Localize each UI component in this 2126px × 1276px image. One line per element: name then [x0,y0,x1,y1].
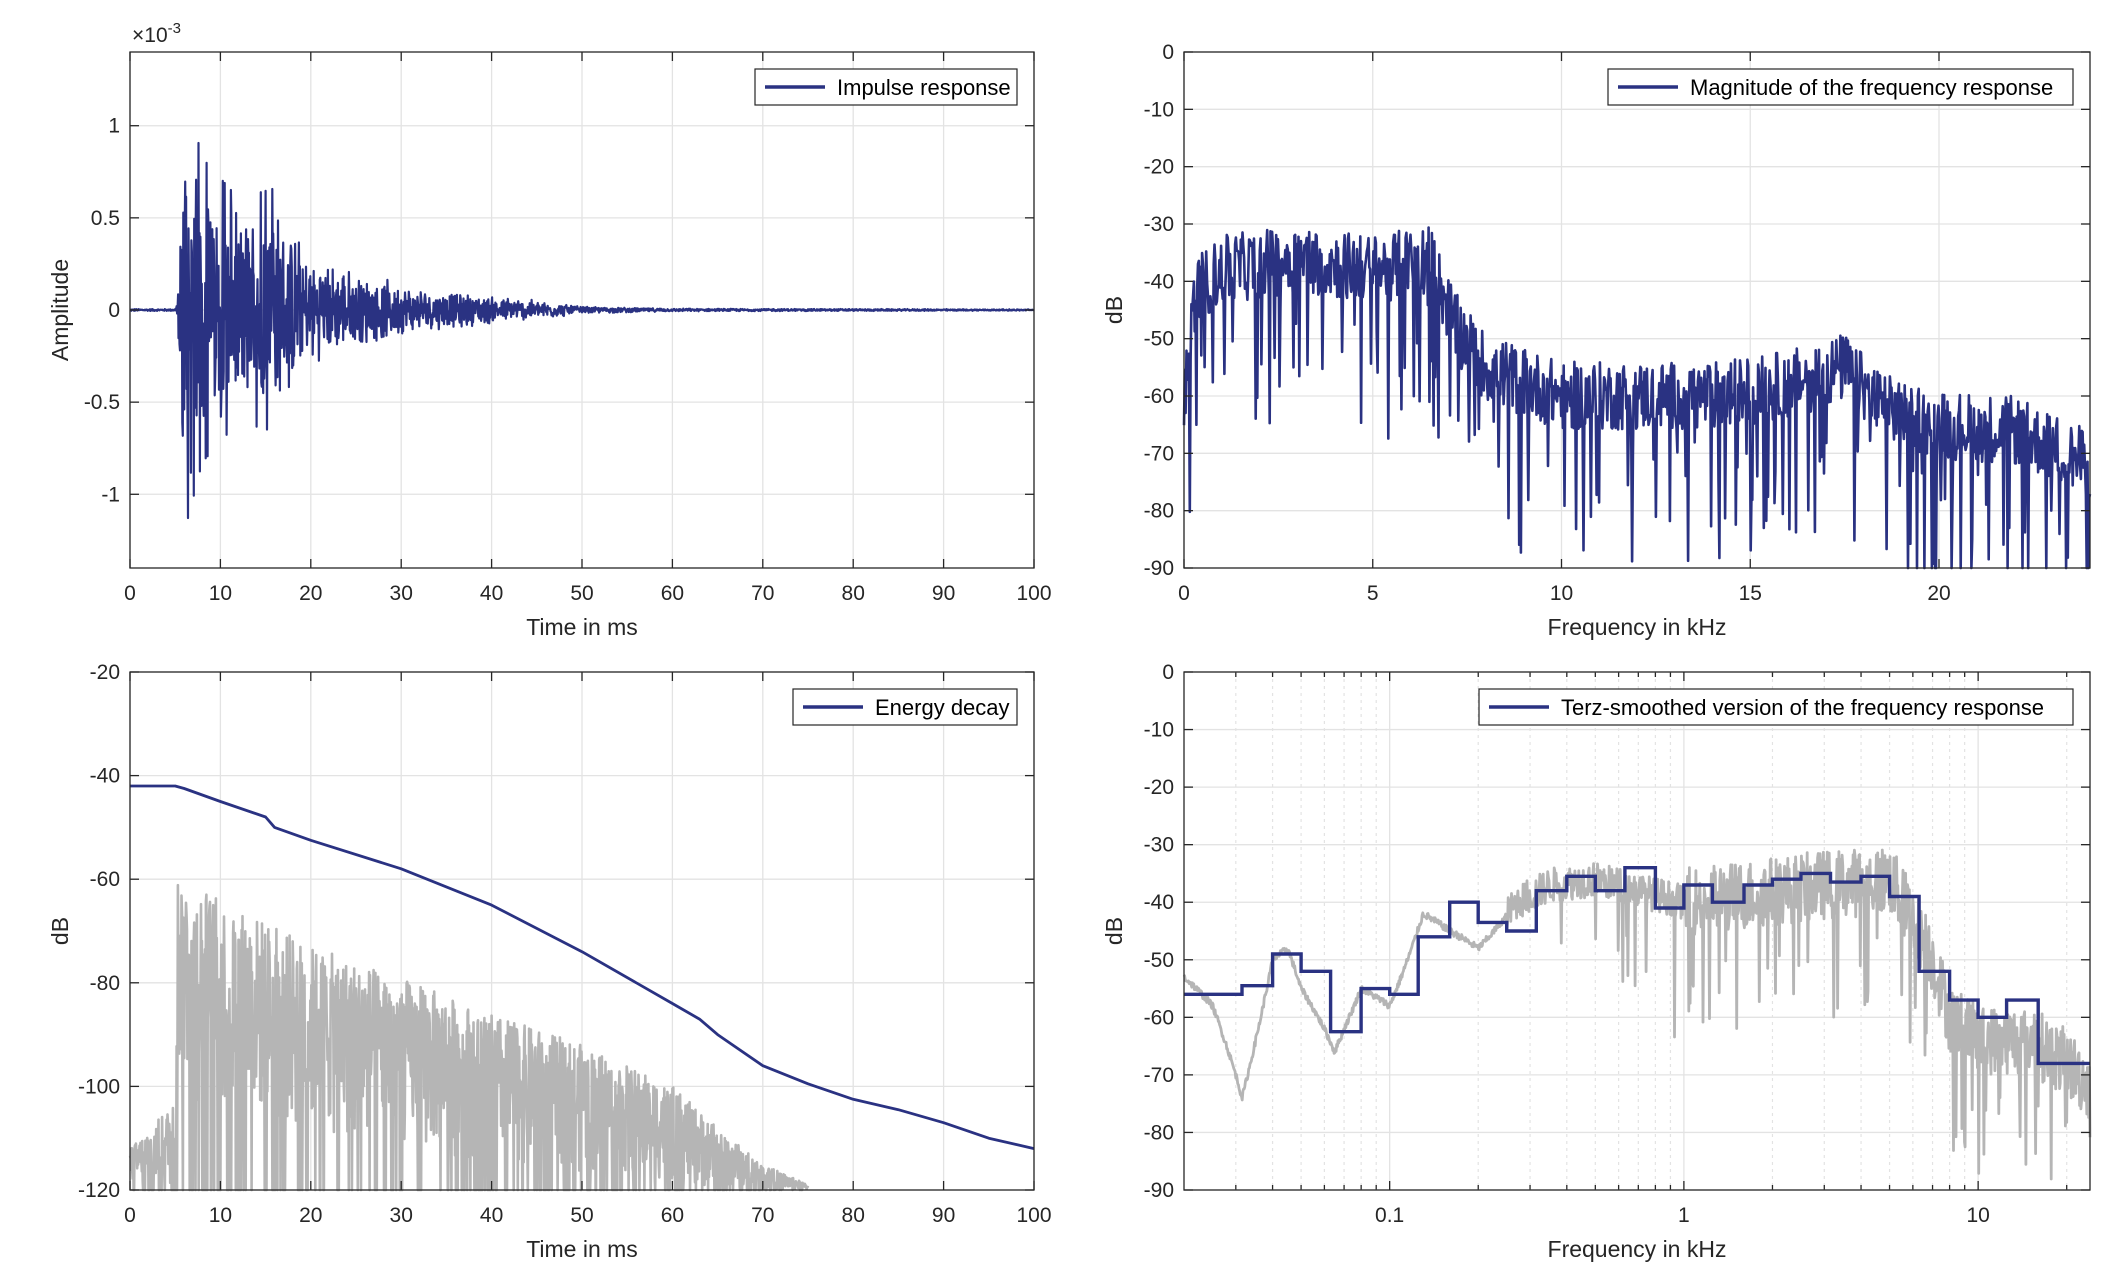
tick-label-x: 10 [209,1204,232,1227]
tick-label-y: -100 [78,1075,120,1098]
tick-label-y: -1 [101,483,120,506]
tick-label-y: -90 [1144,557,1174,580]
x-axis-label: Time in ms [526,1236,638,1262]
y-axis-label: Amplitude [47,259,73,361]
y-axis-label: dB [1101,917,1127,945]
tick-label-x: 40 [480,582,503,605]
tick-label-x: 80 [842,1204,865,1227]
tick-label-x: 30 [390,582,413,605]
tick-label-x: 60 [661,582,684,605]
x-axis-label: Time in ms [526,614,638,640]
tick-label-y: -20 [90,661,120,684]
tick-label-x: 0 [124,582,136,605]
tick-label-x: 10 [209,582,232,605]
plot-frame [1183,671,2091,1191]
y-axis-multiplier-exponent: -3 [168,20,181,37]
legend-box [1607,68,2074,106]
tick-label-y: -40 [90,765,120,788]
tick-label-y: -90 [1144,1179,1174,1202]
tick-label-y: -10 [1144,719,1174,742]
tick-label-y: -50 [1144,949,1174,972]
tick-label-x: 0 [124,1204,136,1227]
tick-label-x: 80 [842,582,865,605]
tick-label-x: 100 [1016,582,1051,605]
tick-label-x: 0.1 [1375,1204,1404,1227]
tick-label-x: 15 [1739,582,1762,605]
tick-label-y: -80 [1144,500,1174,523]
tick-label-y: -20 [1144,156,1174,179]
legend: Terz-smoothed version of the frequency r… [1478,688,2074,726]
tick-label-x: 70 [751,582,774,605]
axes-frame-magnitude: 0 5 10 15 20 -90 -80 -70 -60 -50 -40 -30 -20 -10 0 Freq… [1101,41,2091,640]
energy-raw-line [128,883,810,1192]
tick-label-y: 0 [1162,41,1174,64]
tick-label-x: 20 [299,582,322,605]
magnitude-response-line [1182,226,2092,570]
tick-label-y: -10 [1144,98,1174,121]
tick-label-x: 50 [570,582,593,605]
axes-frame-energy: 0 10 20 30 40 50 60 70 80 90 100 -120 -100 -80 -60 -40 -… [47,661,1052,1262]
tick-label-x: 10 [1550,582,1573,605]
plot-frame [1183,51,2091,569]
tick-label-x: 100 [1016,1204,1051,1227]
tick-label-x: 20 [1927,582,1950,605]
legend-box [1478,688,2074,726]
tick-label-y: -0.5 [84,391,120,414]
tick-label-y: -30 [1144,834,1174,857]
axes-frame-impulse: 0 10 20 30 40 50 60 70 80 90 100 -1 -0.5 0 0.5 1 Time in… [47,51,1052,640]
x-axis-label: Frequency in kHz [1548,614,1727,640]
impulse-response-line [129,141,1035,520]
x-axis-label: Frequency in kHz [1548,1236,1727,1262]
y-axis-label: dB [1101,296,1127,324]
legend-label: Terz-smoothed version of the frequency r… [1561,695,2044,720]
tick-label-y: -50 [1144,328,1174,351]
legend: Energy decay [792,688,1018,726]
tick-label-x: 10 [1966,1204,1989,1227]
tick-label-x: 0 [1178,582,1190,605]
terz-smoothed-line [1184,866,2090,1066]
tick-label-x: 20 [299,1204,322,1227]
terz-raw-line [1182,848,2092,1181]
tick-label-y: -30 [1144,213,1174,236]
tick-label-y: 0 [1162,661,1174,684]
tick-label-x: 40 [480,1204,503,1227]
tick-label-y: -80 [1144,1121,1174,1144]
tick-label-x: 90 [932,1204,955,1227]
tick-label-y: -80 [90,972,120,995]
tick-label-x: 60 [661,1204,684,1227]
y-axis-label: dB [47,917,73,945]
energy-decay-line [130,784,1035,1150]
tick-label-x: 30 [390,1204,413,1227]
tick-label-y: 0.5 [91,207,120,230]
tick-label-y: -70 [1144,1064,1174,1087]
tick-label-y: -40 [1144,270,1174,293]
tick-label-x: 90 [932,582,955,605]
tick-label-y: -60 [1144,1006,1174,1029]
tick-label-y: -20 [1144,776,1174,799]
legend: Magnitude of the frequency response [1607,68,2074,106]
tick-label-y: -40 [1144,891,1174,914]
legend: Impulse response [754,68,1018,106]
tick-label-y: -60 [90,868,120,891]
tick-label-y: 1 [108,115,120,138]
tick-label-y: -120 [78,1179,120,1202]
tick-label-x: 5 [1367,582,1379,605]
legend-label: Energy decay [875,695,1010,720]
tick-label-y: 0 [108,299,120,322]
tick-label-x: 50 [570,1204,593,1227]
legend-label: Impulse response [837,75,1011,100]
legend-label: Magnitude of the frequency response [1690,75,2053,100]
tick-label-y: -70 [1144,442,1174,465]
tick-label-x: 1 [1678,1204,1690,1227]
tick-label-x: 70 [751,1204,774,1227]
axes-frame-terz: 0.1 1 10 -90 -80 -70 -60 -50 -40 -30 -20 -10 0 Freque… [1101,661,2091,1262]
tick-label-y: -60 [1144,385,1174,408]
